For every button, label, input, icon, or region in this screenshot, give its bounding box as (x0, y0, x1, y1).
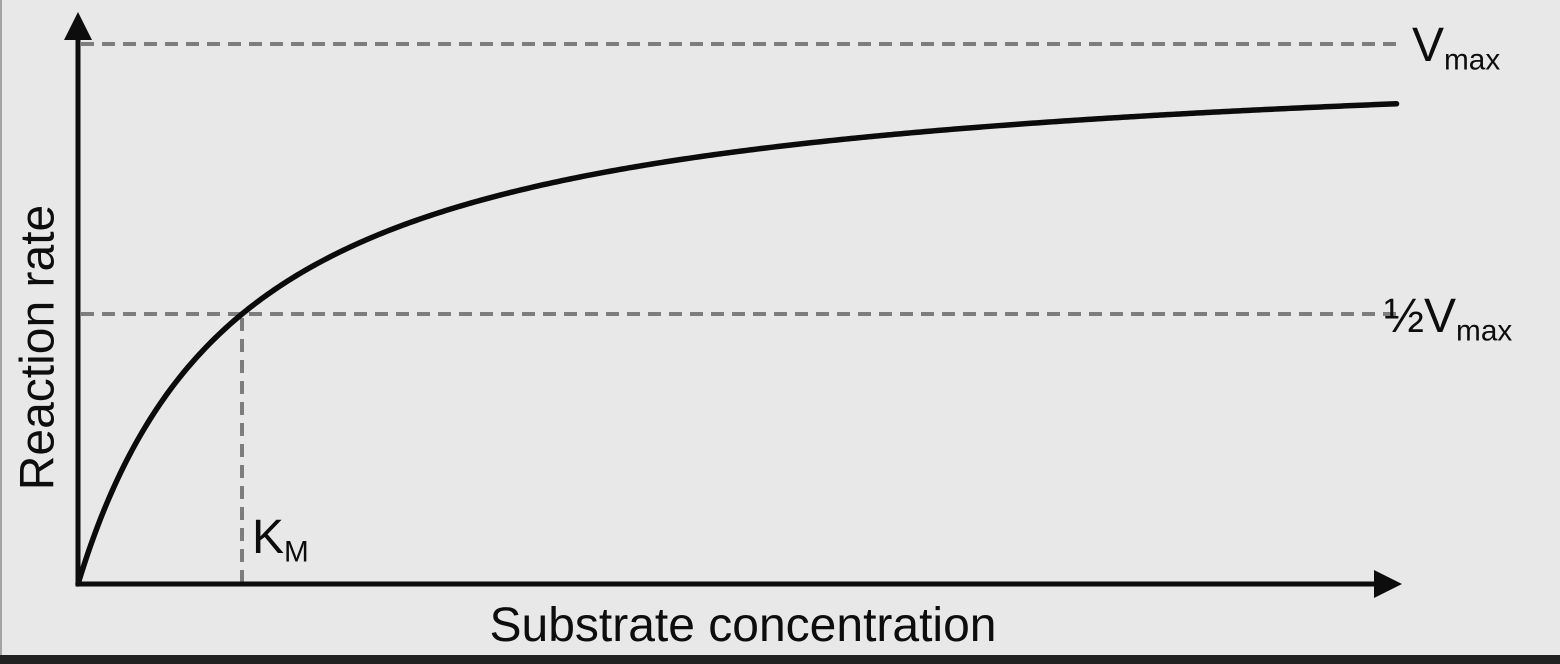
km-label: KM (252, 514, 309, 567)
half-vmax-label-prefix: ½ (1384, 290, 1425, 343)
x-axis-arrowhead-icon (1374, 570, 1402, 598)
y-axis-title: Reaction rate (11, 204, 65, 491)
half-vmax-label-sub: max (1456, 314, 1513, 348)
vmax-label-sub: max (1444, 43, 1501, 77)
y-axis-title-box: Reaction rate (2, 75, 74, 620)
vmax-label-main: V (1412, 19, 1445, 72)
reaction-rate-curve (75, 100, 1400, 587)
vmax-label: Vmax (1412, 22, 1500, 75)
y-axis-arrowhead-icon (64, 12, 92, 40)
half-vmax-label: ½Vmax (1384, 293, 1512, 346)
km-label-sub: M (284, 535, 309, 569)
half-vmax-label-main: V (1424, 290, 1457, 343)
left-edge-line (0, 0, 2, 664)
x-axis-title: Substrate concentration (489, 599, 997, 652)
km-label-main: K (252, 511, 285, 564)
bottom-border-bar (0, 655, 1560, 664)
